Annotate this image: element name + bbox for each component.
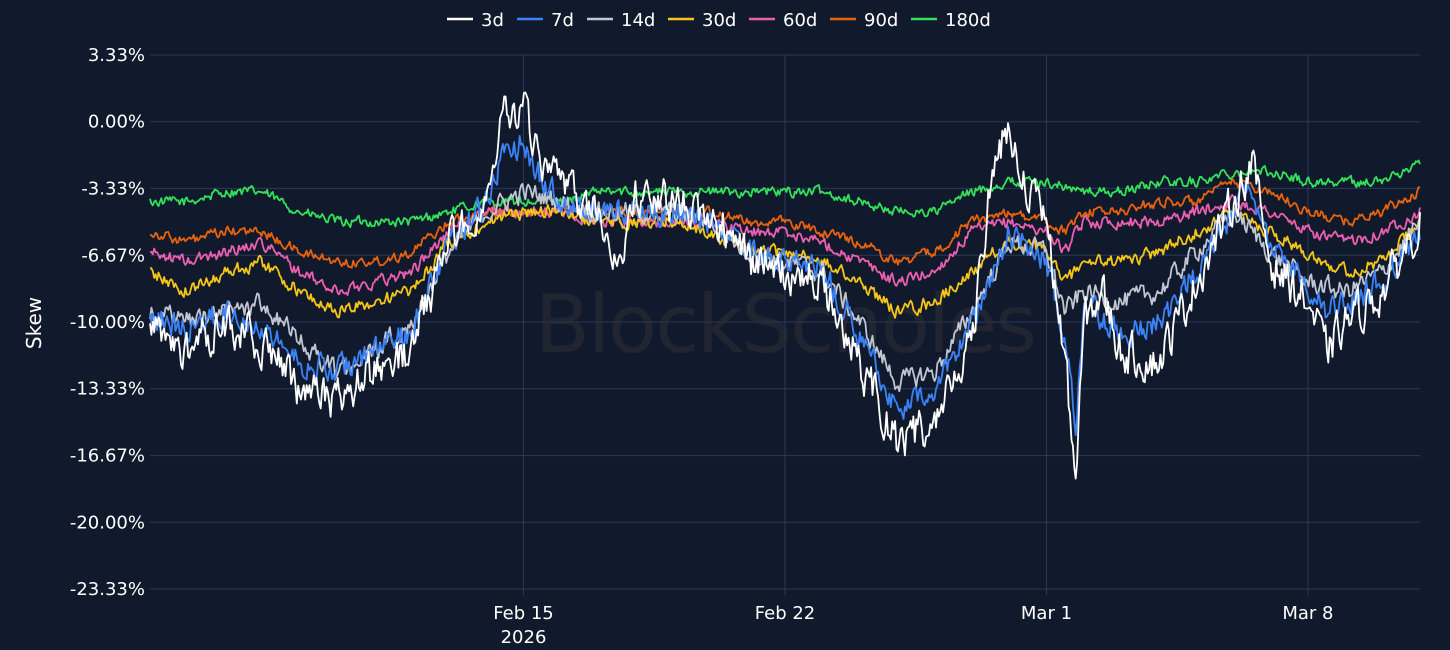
x-tick-label: Feb 22 — [755, 603, 816, 624]
y-tick-label: -20.00% — [70, 512, 145, 533]
legend-item-180d[interactable]: 180d — [911, 10, 991, 31]
legend-label: 14d — [621, 10, 655, 31]
y-axis-title: Skew — [22, 297, 46, 349]
y-tick-label: -16.67% — [70, 446, 145, 467]
legend-label: 3d — [481, 10, 504, 31]
y-tick-label: -13.33% — [70, 379, 145, 400]
x-tick-label: Feb 15 — [493, 603, 554, 624]
series-line-60d — [149, 194, 1421, 296]
x-tick-label: Mar 1 — [1021, 603, 1072, 624]
legend-item-90d[interactable]: 90d — [830, 10, 898, 31]
y-tick-label: -23.33% — [70, 579, 145, 600]
legend-item-7d[interactable]: 7d — [517, 10, 574, 31]
legend-label: 60d — [783, 10, 817, 31]
legend: 3d 7d 14d 30d 60d 90d 180d — [447, 10, 991, 31]
series-line-3d — [149, 91, 1421, 480]
legend-label: 30d — [702, 10, 736, 31]
y-tick-label: -3.33% — [81, 178, 145, 199]
y-tick-label: 3.33% — [88, 45, 145, 66]
legend-label: 180d — [945, 10, 991, 31]
series-layer — [149, 91, 1421, 480]
y-tick-label: -6.67% — [81, 245, 145, 266]
series-line-90d — [149, 177, 1421, 269]
legend-label: 7d — [551, 10, 574, 31]
x-tick-sublabel: 2026 — [501, 627, 547, 648]
y-axis-ticks: 3.33% 0.00% -3.33% -6.67% -10.00% -13.33% -16.… — [70, 45, 145, 600]
legend-item-14d[interactable]: 14d — [587, 10, 655, 31]
legend-item-3d[interactable]: 3d — [447, 10, 504, 31]
series-line-7d — [149, 135, 1421, 437]
watermark-logo: BlockScholes — [535, 278, 1035, 371]
y-tick-label: -10.00% — [70, 312, 145, 333]
legend-label: 90d — [864, 10, 898, 31]
legend-item-60d[interactable]: 60d — [749, 10, 817, 31]
y-tick-label: 0.00% — [88, 112, 145, 133]
x-axis-ticks: Feb 15 2026 Feb 22 Mar 1 Mar 8 — [493, 589, 1334, 648]
legend-item-30d[interactable]: 30d — [668, 10, 736, 31]
series-line-180d — [149, 159, 1421, 229]
x-tick-label: Mar 8 — [1282, 603, 1333, 624]
